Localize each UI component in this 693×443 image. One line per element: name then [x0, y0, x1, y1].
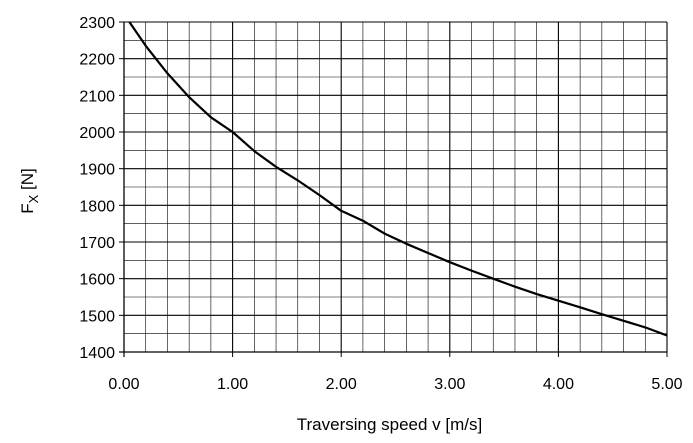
x-axis-label: Traversing speed v [m/s]: [297, 415, 483, 434]
y-tick-label: 2100: [79, 88, 115, 105]
y-tick-label: 1900: [79, 162, 115, 179]
y-tick-label: 1500: [79, 308, 115, 325]
labels: 1400 1500 1600 1700 1800 1900 2000 2100 2200 2300…: [18, 15, 683, 434]
x-tick-label: 5.00: [651, 376, 682, 393]
x-tick-label: 4.00: [543, 376, 574, 393]
x-tick-label: 1.00: [217, 376, 248, 393]
y-axis-label: FX [N]: [18, 168, 41, 214]
y-tick-label: 2000: [79, 125, 115, 142]
x-tick-label: 2.00: [326, 376, 357, 393]
series: [128, 21, 668, 337]
series-line: [128, 21, 668, 337]
y-tick-label: 1700: [79, 235, 115, 252]
y-tick-label: 1800: [79, 198, 115, 215]
x-tick-label: 0.00: [108, 376, 139, 393]
y-axis-label-subscript: X: [26, 194, 41, 203]
y-tick-label: 2200: [79, 52, 115, 69]
y-tick-label: 2300: [79, 15, 115, 32]
y-axis-label-main: F: [18, 203, 37, 213]
y-tick-label: 1400: [79, 345, 115, 362]
y-axis-label-unit: [N]: [18, 168, 37, 194]
y-tick-label: 1600: [79, 272, 115, 289]
grid: [123, 21, 668, 353]
axes: [119, 21, 668, 357]
x-tick-label: 3.00: [434, 376, 465, 393]
